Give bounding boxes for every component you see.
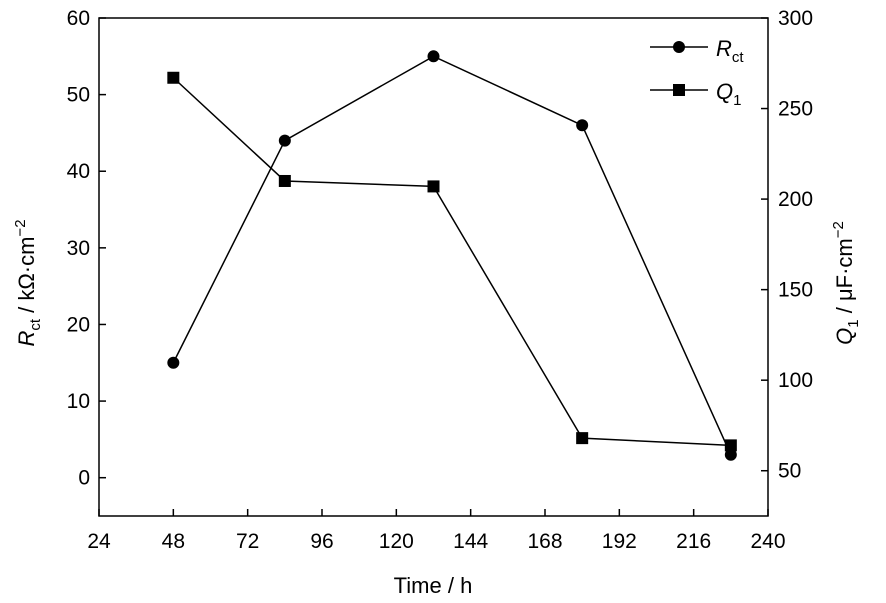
legend-q1-label: Q1 — [716, 79, 741, 109]
series-q1-point — [576, 432, 589, 445]
x-tick-label: 72 — [236, 530, 259, 553]
legend-rct-label: Rct — [716, 36, 744, 66]
plot-frame — [98, 17, 769, 517]
x-tick-label: 96 — [310, 530, 333, 553]
right-y-tick-label: 250 — [778, 98, 813, 121]
x-axis: 24 48 72 96 120 144 168 192 216 240 — [87, 509, 786, 553]
right-y-axis: 50 100 150 200 250 300 — [761, 7, 813, 483]
left-y-tick-label: 0 — [78, 467, 90, 490]
right-y-tick-label: 150 — [778, 279, 813, 302]
left-y-axis: 0 10 20 30 40 50 60 — [67, 7, 106, 490]
x-tick-label: 120 — [379, 530, 414, 553]
series-q1-point — [427, 180, 440, 193]
series-q1-point — [724, 439, 737, 452]
series-rct-point — [427, 50, 440, 63]
series-rct-point — [576, 119, 589, 132]
series-rct-point — [167, 356, 180, 369]
x-tick-label: 168 — [527, 530, 562, 553]
right-y-tick-label: 300 — [778, 7, 813, 30]
left-y-axis-sup: −2 — [12, 219, 29, 236]
left-y-tick-label: 50 — [67, 84, 90, 107]
x-tick-label: 144 — [453, 530, 488, 553]
x-axis-title: Time / h — [394, 573, 473, 598]
right-y-tick-label: 200 — [778, 188, 813, 211]
series-rct-point — [278, 134, 291, 147]
left-y-axis-sub: ct — [27, 318, 44, 331]
left-y-axis-title: Rct / kΩ·cm−2 — [12, 219, 44, 346]
right-y-axis-unit: / μF·cm — [832, 238, 857, 319]
left-y-tick-label: 40 — [67, 160, 90, 183]
series-q1-point — [167, 71, 180, 84]
right-y-axis-sup: −2 — [830, 221, 847, 238]
right-y-axis-sub: 1 — [845, 319, 862, 327]
series-layer — [167, 50, 737, 461]
right-y-tick-label: 100 — [778, 369, 813, 392]
left-y-axis-symbol: R — [14, 331, 39, 347]
x-tick-label: 192 — [602, 530, 637, 553]
series-q1-line — [172, 77, 731, 447]
legend-rct-marker — [673, 41, 685, 53]
left-y-tick-label: 20 — [67, 313, 90, 336]
legend: Rct Q1 — [650, 36, 744, 109]
series-rct-line — [172, 55, 732, 456]
series-rct-point — [724, 448, 737, 461]
left-y-tick-label: 60 — [67, 7, 90, 30]
right-y-axis-symbol: Q — [832, 328, 857, 345]
left-y-tick-label: 10 — [67, 390, 90, 413]
right-y-axis-title: Q1 / μF·cm−2 — [830, 221, 862, 345]
x-tick-label: 216 — [676, 530, 711, 553]
legend-q1-marker — [673, 84, 685, 96]
right-y-tick-label: 50 — [778, 460, 801, 483]
x-tick-label: 48 — [162, 530, 185, 553]
x-tick-label: 240 — [750, 530, 785, 553]
x-tick-label: 24 — [87, 530, 111, 553]
left-y-axis-unit: / kΩ·cm — [14, 237, 39, 319]
series-q1-point — [278, 174, 291, 187]
left-y-tick-label: 30 — [67, 237, 90, 260]
